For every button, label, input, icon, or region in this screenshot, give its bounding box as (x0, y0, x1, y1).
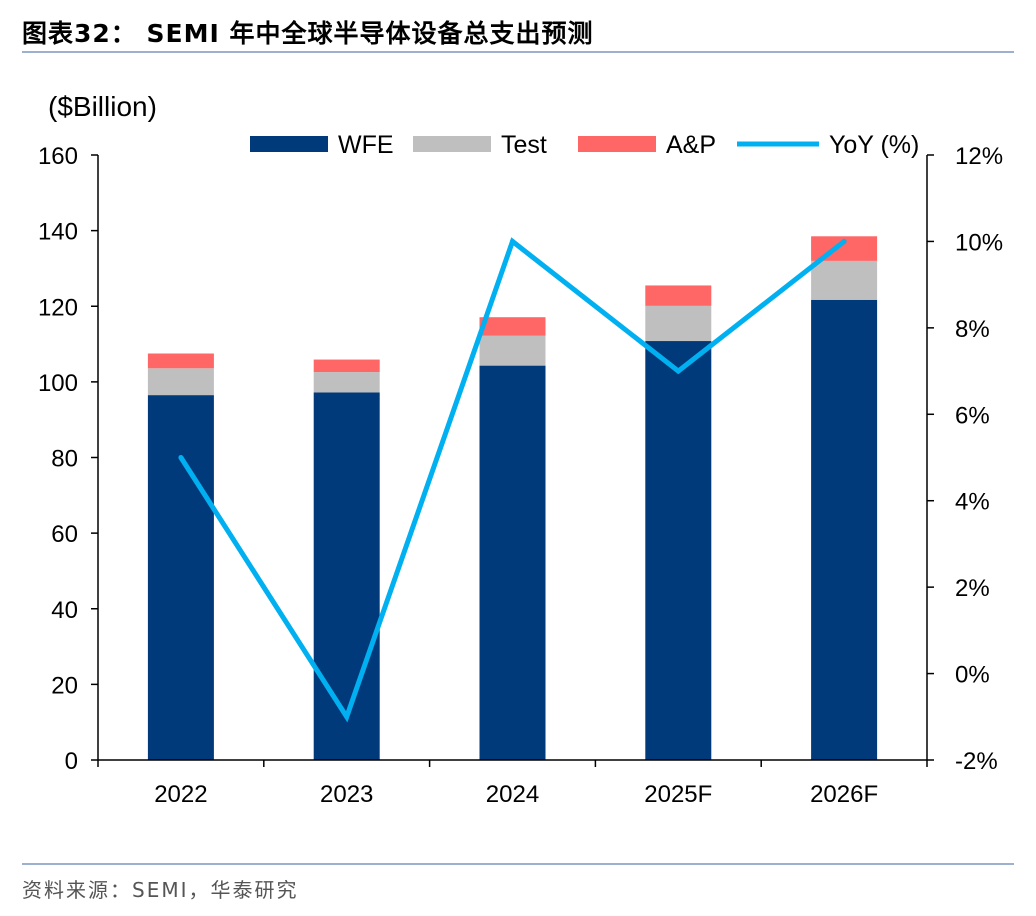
point-yoy-2025f (675, 368, 681, 374)
bar-test-2023 (313, 372, 380, 393)
right-tick-label: 8% (955, 316, 990, 343)
x-tick-label: 2025F (644, 781, 712, 808)
left-tick-label: 100 (38, 370, 78, 397)
stacked-bar-line-chart: 0 20 40 60 80 100 120 140 160 -2% 0% 2% 4% 6% 8% 10% 12… (38, 91, 1003, 808)
left-tick-label: 20 (51, 672, 78, 699)
legend-swatch-a-p (578, 136, 656, 152)
bar-test-2025f (645, 305, 712, 342)
right-tick-label: 10% (955, 229, 1003, 256)
x-tick-label: 2026F (810, 781, 878, 808)
bar-a-p-2023 (313, 359, 380, 373)
legend-swatch-wfe (250, 136, 328, 152)
right-tick-label: -2% (955, 748, 998, 775)
bar-wfe-2026f (811, 299, 878, 760)
point-yoy-2024 (510, 238, 515, 244)
legend-label-test: Test (501, 131, 547, 159)
right-tick-label: 0% (955, 662, 990, 689)
line-layer (178, 237, 847, 723)
point-yoy-2022 (178, 455, 184, 460)
bar-test-2022 (147, 368, 214, 396)
footer-divider (22, 863, 1014, 865)
left-tick-label: 120 (38, 294, 78, 321)
bar-test-2026f (811, 260, 878, 300)
figure-title: 图表32： SEMI 年中全球半导体设备总支出预测 (22, 19, 594, 48)
left-tick-label: 160 (38, 143, 78, 170)
left-tick-label: 60 (51, 521, 78, 548)
left-tick-label: 140 (38, 219, 78, 246)
bar-wfe-2024 (479, 365, 546, 760)
right-tick-label: 12% (955, 143, 1003, 170)
x-tick-label: 2023 (320, 781, 373, 808)
right-tick-label: 6% (955, 402, 990, 429)
source-note: 资料来源：SEMI，华泰研究 (22, 878, 299, 902)
legend: WFE Test A&P YoY (%) (250, 131, 919, 159)
legend-swatch-test (413, 136, 491, 152)
legend-label-a-p: A&P (666, 131, 716, 159)
legend-label-yoy: YoY (%) (829, 131, 919, 159)
title-divider (22, 51, 1014, 53)
right-tick-label: 2% (955, 575, 990, 602)
y-axis-label: ($Billion) (48, 91, 157, 122)
right-tick-label: 4% (955, 489, 990, 516)
point-yoy-2023 (344, 714, 350, 720)
legend-label-wfe: WFE (338, 131, 394, 159)
bar-wfe-2023 (313, 392, 380, 760)
left-tick-label: 80 (51, 446, 78, 473)
left-tick-label: 40 (51, 597, 78, 624)
left-y-axis: 0 20 40 60 80 100 120 140 160 (38, 143, 99, 775)
bar-a-p-2024 (479, 317, 546, 336)
left-tick-label: 0 (65, 748, 78, 775)
bar-wfe-2022 (147, 395, 214, 760)
right-y-axis: -2% 0% 2% 4% 6% 8% 10% 12% (926, 143, 1003, 775)
x-tick-label: 2022 (154, 781, 207, 808)
x-tick-label: 2024 (486, 781, 539, 808)
bar-a-p-2025f (645, 285, 712, 306)
bar-test-2024 (479, 335, 546, 366)
point-yoy-2026f (841, 238, 847, 244)
x-axis: 2022 2023 2024 2025F 2026F (97, 759, 928, 808)
bar-layer (147, 236, 878, 760)
bar-wfe-2025f (645, 341, 712, 760)
bar-a-p-2022 (147, 353, 214, 369)
